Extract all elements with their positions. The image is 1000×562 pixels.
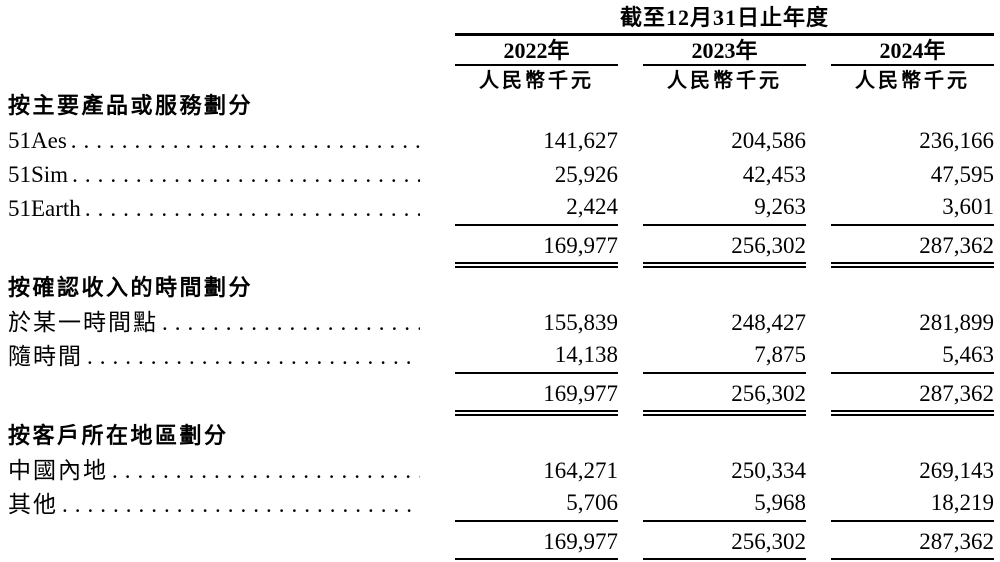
total-2022: 169,977: [455, 374, 618, 416]
section-title-region: 按客戶所在地區劃分: [8, 423, 229, 448]
dot-leader: ........................................…: [87, 344, 420, 369]
value-2023: 248,427: [731, 310, 806, 335]
row-label-cell: 51Aes ..................................…: [8, 124, 430, 158]
total-row-products: 169,977 256,302 287,362: [8, 226, 994, 268]
total-2024: 287,362: [831, 226, 994, 268]
total-label-spacer: [8, 226, 430, 268]
total-2023: 256,302: [643, 226, 806, 268]
table-row-point-in-time: 於某一時間點 .................................…: [8, 306, 994, 340]
row-label-cell: 隨時間 ....................................…: [8, 340, 430, 374]
column-header-2022: 2022年: [455, 36, 618, 66]
value-2023: 5,968: [643, 488, 806, 522]
table-row-51sim: 51Sim ..................................…: [8, 158, 994, 192]
value-2023: 204,586: [731, 128, 806, 153]
value-2022: 5,706: [455, 488, 618, 522]
value-2024: 281,899: [919, 310, 994, 335]
value-2023: 42,453: [742, 162, 806, 187]
dot-leader: ........................................…: [162, 310, 420, 335]
total-2023: 256,302: [643, 374, 806, 416]
value-2024: 5,463: [831, 340, 994, 374]
section-title-products: 按主要產品或服務劃分: [8, 93, 254, 118]
dot-leader: ........................................…: [112, 458, 420, 483]
row-label: 51Earth: [8, 196, 81, 221]
value-2023: 7,875: [643, 340, 806, 374]
unit-label-2023: 人民幣千元: [667, 70, 782, 92]
value-2024: 3,601: [831, 192, 994, 226]
table-row-over-time: 隨時間 ....................................…: [8, 340, 994, 374]
table-header-period-row: 截至12月31日止年度: [8, 6, 994, 36]
dot-leader: ........................................…: [84, 196, 420, 221]
value-2022: 25,926: [554, 162, 618, 187]
total-row-region: 169,977 256,302 287,362: [8, 522, 994, 562]
value-2024: 269,143: [919, 458, 994, 483]
value-2024: 47,595: [930, 162, 994, 187]
header-spacer: [8, 66, 430, 92]
table-row-mainland-china: 中國內地 ...................................…: [8, 454, 994, 488]
value-2022: 14,138: [455, 340, 618, 374]
total-2024: 287,362: [831, 374, 994, 416]
row-label: 於某一時間點: [8, 310, 158, 335]
value-2022: 2,424: [455, 192, 618, 226]
table-row-51aes: 51Aes ..................................…: [8, 124, 994, 158]
value-2024: 18,219: [831, 488, 994, 522]
value-2024: 236,166: [919, 128, 994, 153]
row-label: 51Aes: [8, 128, 67, 153]
table-header-unit-row: 人民幣千元 人民幣千元 人民幣千元: [8, 66, 994, 92]
row-label-cell: 其他 .....................................…: [8, 488, 430, 522]
dot-leader: ........................................…: [62, 492, 420, 517]
section-region: 按客戶所在地區劃分: [8, 416, 994, 454]
total-2022: 169,977: [455, 226, 618, 268]
row-label: 51Sim: [8, 162, 69, 187]
header-spacer: [8, 6, 430, 36]
unit-label-2024: 人民幣千元: [855, 70, 970, 92]
total-2023: 256,302: [643, 522, 806, 562]
value-2023: 250,334: [731, 458, 806, 483]
row-label: 隨時間: [8, 344, 83, 369]
table-row-51earth: 51Earth ................................…: [8, 192, 994, 226]
total-2024: 287,362: [831, 522, 994, 562]
section-title-timing: 按確認收入的時間劃分: [8, 275, 254, 300]
row-label-cell: 於某一時間點 .................................…: [8, 306, 430, 340]
period-title: 截至12月31日止年度: [455, 6, 994, 36]
table-header-year-row: 2022年 2023年 2024年: [8, 36, 994, 66]
dot-leader: ........................................…: [72, 162, 420, 187]
value-2023: 9,263: [643, 192, 806, 226]
value-2022: 141,627: [543, 128, 618, 153]
value-2022: 164,271: [543, 458, 618, 483]
section-products: 按主要產品或服務劃分: [8, 92, 994, 124]
column-header-2023: 2023年: [643, 36, 806, 66]
row-label: 其他: [8, 492, 58, 517]
row-label-cell: 51Sim ..................................…: [8, 158, 430, 192]
header-spacer: [8, 36, 430, 66]
column-header-2024: 2024年: [831, 36, 994, 66]
section-timing: 按確認收入的時間劃分: [8, 268, 994, 306]
total-label-spacer: [8, 374, 430, 416]
row-label-cell: 中國內地 ...................................…: [8, 454, 430, 488]
row-label-cell: 51Earth ................................…: [8, 192, 430, 226]
total-2022: 169,977: [455, 522, 618, 562]
total-row-timing: 169,977 256,302 287,362: [8, 374, 994, 416]
dot-leader: ........................................…: [70, 128, 420, 153]
row-label: 中國內地: [8, 458, 108, 483]
total-label-spacer: [8, 522, 430, 562]
table-row-others: 其他 .....................................…: [8, 488, 994, 522]
value-2022: 155,839: [543, 310, 618, 335]
unit-label-2022: 人民幣千元: [479, 70, 594, 92]
